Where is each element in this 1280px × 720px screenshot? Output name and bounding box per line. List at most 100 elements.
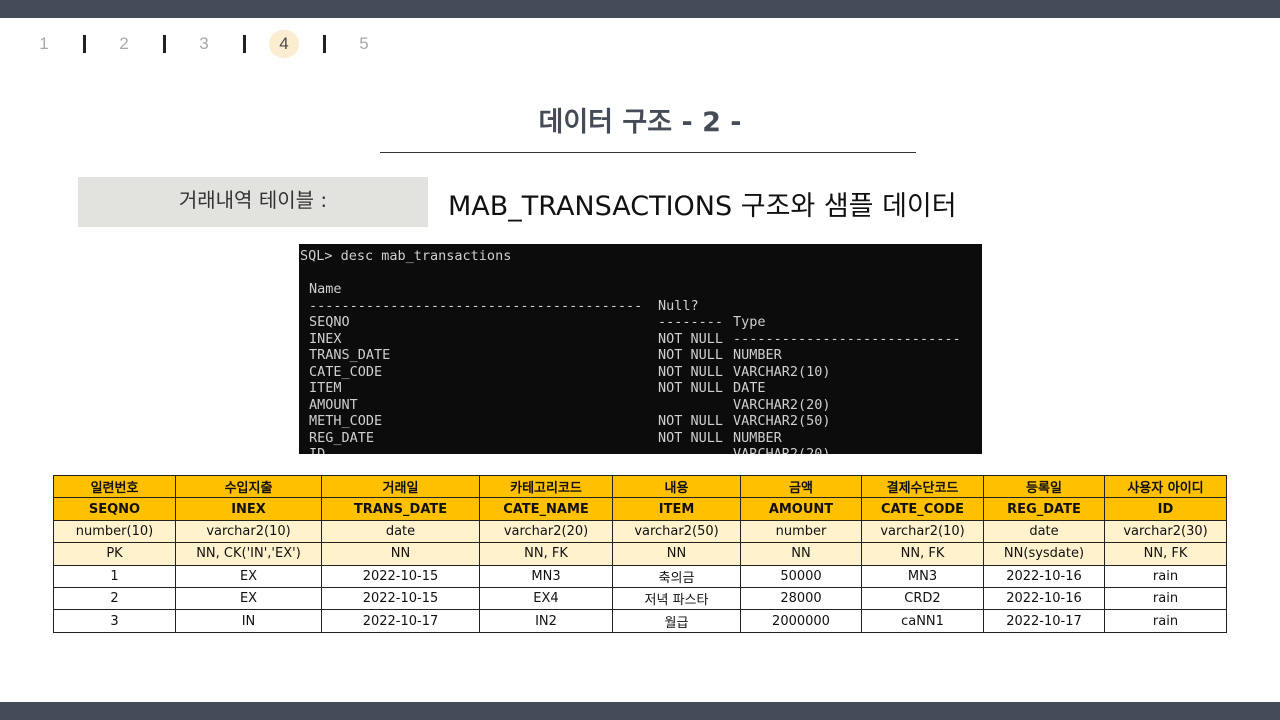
table-row: 1 EX 2022-10-15 MN3 축의금 50000 MN3 2022-1… — [53, 564, 1227, 588]
data-type-row: number(10) varchar2(10) date varchar2(20… — [53, 519, 1227, 544]
table-cell: 2022-10-16 — [983, 586, 1105, 611]
terminal-column-row: ID NOT NULL VARCHAR2(30) — [300, 430, 980, 454]
data-type-cell: varchar2(10) — [175, 519, 322, 544]
constraint-cell: NN, FK — [861, 542, 984, 566]
table-header-cell: 등록일 — [983, 474, 1105, 499]
terminal-column-type: DATE — [733, 380, 766, 396]
page-title: 데이터 구조 - 2 - — [538, 107, 742, 138]
data-type-cell: number(10) — [53, 519, 176, 544]
page-navigation: 1 2 3 4 5 — [0, 30, 420, 58]
table-header-cell: 내용 — [612, 474, 741, 499]
terminal-column-name: ITEM — [309, 380, 342, 396]
terminal-column-null: NOT NULL — [658, 347, 724, 363]
table-cell: EX — [175, 586, 322, 611]
data-type-cell: date — [983, 519, 1105, 544]
terminal-column-name: INEX — [309, 330, 342, 347]
terminal-rule-row: ----------------------------------------… — [300, 281, 980, 347]
data-type-cell: varchar2(20) — [479, 519, 613, 544]
table-cell: rain — [1104, 564, 1227, 588]
constraint-cell: NN — [321, 542, 480, 566]
page-separator — [83, 35, 86, 53]
terminal-header-type: Type — [733, 314, 766, 330]
terminal-rule-type: ---------------------------- — [733, 330, 961, 347]
table-header-cell: 수입지출 — [175, 474, 322, 499]
page-5-link[interactable]: 5 — [359, 34, 369, 53]
constraint-cell: NN, FK — [479, 542, 613, 566]
table-cell: CRD2 — [861, 586, 984, 611]
terminal-column-type: VARCHAR2(50) — [733, 413, 831, 429]
terminal-header-name: Name — [309, 281, 342, 297]
page-4-link-active[interactable]: 4 — [269, 30, 299, 58]
table-cell: 2022-10-15 — [321, 564, 480, 588]
terminal-column-row: ITEM VARCHAR2(50) — [300, 364, 980, 429]
table-cell: 1 — [53, 564, 176, 588]
korean-header-row: 일련번호 수입지출 거래일 카테고리코드 내용 금액 결제수단코드 등록일 사용… — [53, 474, 1227, 499]
constraint-cell: NN, CK('IN','EX') — [175, 542, 322, 566]
column-name-cell: ID — [1104, 497, 1227, 521]
terminal-column-name: SEQNO — [309, 314, 350, 330]
terminal-column-null: NOT NULL — [658, 380, 724, 396]
terminal-column-type: VARCHAR2(10) — [733, 363, 831, 380]
column-name-row: SEQNO INEX TRANS_DATE CATE_NAME ITEM AMO… — [53, 497, 1227, 521]
terminal-column-type: NUMBER — [733, 347, 782, 363]
constraint-cell: PK — [53, 542, 176, 566]
table-cell: MN3 — [479, 564, 613, 588]
page-3-link[interactable]: 3 — [199, 34, 209, 53]
page-2-link[interactable]: 2 — [119, 34, 129, 53]
terminal-column-name: AMOUNT — [309, 396, 358, 413]
column-name-cell: INEX — [175, 497, 322, 521]
terminal-column-row: INEX NOT NULL VARCHAR2(10) — [300, 314, 980, 380]
table-cell: 저녁 파스타 — [612, 586, 741, 611]
column-name-cell: AMOUNT — [740, 497, 862, 521]
table-cell: 3 — [53, 609, 176, 633]
table-cell: MN3 — [861, 564, 984, 588]
data-type-cell: date — [321, 519, 480, 544]
table-header-cell: 거래일 — [321, 474, 480, 499]
terminal-rule-null: -------- — [658, 314, 724, 330]
table-cell: rain — [1104, 609, 1227, 633]
terminal-column-name: METH_CODE — [309, 413, 383, 429]
bottom-bar — [0, 702, 1280, 720]
table-cell: 50000 — [740, 564, 862, 588]
table-cell: 2022-10-17 — [321, 609, 480, 633]
column-name-cell: TRANS_DATE — [321, 497, 480, 521]
column-name-cell: CATE_CODE — [861, 497, 984, 521]
terminal-column-null: NOT NULL — [658, 330, 724, 347]
column-name-cell: REG_DATE — [983, 497, 1105, 521]
terminal-header-row: Name Null? Type — [300, 265, 980, 330]
terminal-column-row: TRANS_DATE NOT NULL DATE — [300, 331, 980, 396]
terminal-command: SQL> desc mab_transactions — [300, 248, 512, 264]
table-row: 3 IN 2022-10-17 IN2 월급 2000000 caNN1 202… — [53, 609, 1227, 633]
column-name-cell: ITEM — [612, 497, 741, 521]
table-cell: IN2 — [479, 609, 613, 633]
table-cell: EX4 — [479, 586, 613, 611]
terminal-column-row: AMOUNT NOT NULL NUMBER — [300, 380, 980, 446]
terminal-column-row: SEQNO NOT NULL NUMBER — [300, 298, 980, 363]
terminal-column-name: CATE_CODE — [309, 363, 383, 380]
terminal-column-name: REG_DATE — [309, 429, 375, 446]
constraint-cell: NN — [612, 542, 741, 566]
terminal-column-type: NUMBER — [733, 429, 782, 446]
data-type-cell: number — [740, 519, 862, 544]
terminal-column-row: CATE_CODE NOT NULL VARCHAR2(20) — [300, 347, 980, 413]
terminal-column-name: ID — [309, 446, 326, 454]
table-header-cell: 사용자 아이디 — [1104, 474, 1227, 499]
page-separator — [243, 35, 246, 53]
transactions-schema-table: 일련번호 수입지출 거래일 카테고리코드 내용 금액 결제수단코드 등록일 사용… — [53, 474, 1227, 633]
column-name-cell: SEQNO — [53, 497, 176, 521]
terminal-column-null: NOT NULL — [658, 363, 724, 380]
constraint-row: PK NN, CK('IN','EX') NN NN, FK NN NN NN,… — [53, 542, 1227, 566]
terminal-rule-name: ----------------------------------------… — [309, 297, 643, 314]
terminal-column-row: REG_DATE DATE — [300, 413, 980, 446]
page-1-link[interactable]: 1 — [39, 34, 49, 53]
terminal-column-type: VARCHAR2(20) — [733, 396, 831, 413]
data-type-cell: varchar2(50) — [612, 519, 741, 544]
table-cell: 월급 — [612, 609, 741, 633]
page-separator — [163, 35, 166, 53]
terminal-column-row: METH_CODE NOT NULL VARCHAR2(20) — [300, 397, 980, 454]
table-row: 2 EX 2022-10-15 EX4 저녁 파스타 28000 CRD2 20… — [53, 586, 1227, 611]
terminal-column-null: NOT NULL — [658, 429, 724, 446]
terminal-column-name: TRANS_DATE — [309, 347, 391, 363]
terminal-column-type: VARCHAR2(20) — [733, 446, 831, 454]
table-cell: 2022-10-15 — [321, 586, 480, 611]
